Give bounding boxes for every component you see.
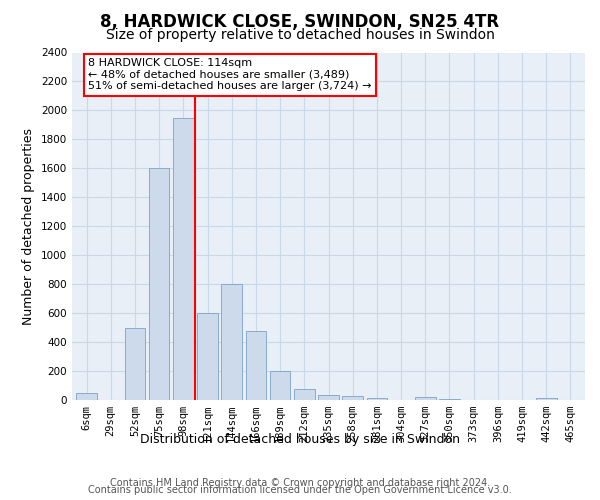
Text: 8 HARDWICK CLOSE: 114sqm
← 48% of detached houses are smaller (3,489)
51% of sem: 8 HARDWICK CLOSE: 114sqm ← 48% of detach… xyxy=(88,58,372,92)
Bar xyxy=(294,389,314,400)
Bar xyxy=(197,313,218,400)
Bar xyxy=(173,118,194,400)
Bar xyxy=(367,398,387,400)
Bar xyxy=(270,371,290,400)
Text: Contains public sector information licensed under the Open Government Licence v3: Contains public sector information licen… xyxy=(88,485,512,495)
Bar xyxy=(343,396,363,400)
Text: Distribution of detached houses by size in Swindon: Distribution of detached houses by size … xyxy=(140,432,460,446)
Bar xyxy=(149,168,169,400)
Bar xyxy=(415,397,436,400)
Bar xyxy=(439,398,460,400)
Text: Size of property relative to detached houses in Swindon: Size of property relative to detached ho… xyxy=(106,28,494,42)
Bar xyxy=(318,395,339,400)
Bar xyxy=(221,284,242,400)
Y-axis label: Number of detached properties: Number of detached properties xyxy=(22,128,35,325)
Bar xyxy=(76,393,97,400)
Bar xyxy=(245,331,266,400)
Text: 8, HARDWICK CLOSE, SWINDON, SN25 4TR: 8, HARDWICK CLOSE, SWINDON, SN25 4TR xyxy=(100,12,500,30)
Bar xyxy=(536,398,557,400)
Bar xyxy=(125,328,145,400)
Text: Contains HM Land Registry data © Crown copyright and database right 2024.: Contains HM Land Registry data © Crown c… xyxy=(110,478,490,488)
